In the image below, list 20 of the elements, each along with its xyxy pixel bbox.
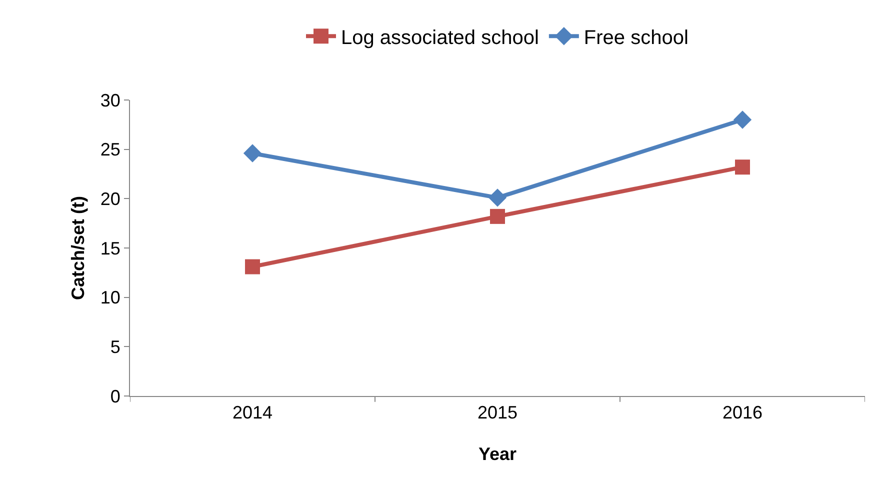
legend-label: Log associated school [341,26,539,49]
point [243,144,262,162]
point [490,208,505,224]
y-tick-label: 25 [100,140,120,160]
x-axis-title: Year [478,444,517,464]
y-tick-label: 15 [100,238,120,258]
x-tick-label: 2016 [722,402,763,423]
y-tick-label: 0 [110,386,120,406]
point [733,110,752,129]
y-tick-label: 20 [100,188,120,209]
y-axis-title: Catch/set (t) [68,196,88,300]
point [245,259,260,274]
y-tick-label: 30 [100,90,120,110]
y-tick-label: 10 [100,288,120,308]
point [735,160,750,175]
point [488,188,507,207]
y-tick-label: 5 [110,336,120,357]
x-tick-label: 2014 [232,402,273,423]
x-tick-label: 2015 [477,402,518,423]
legend-label: Free school [584,26,688,49]
